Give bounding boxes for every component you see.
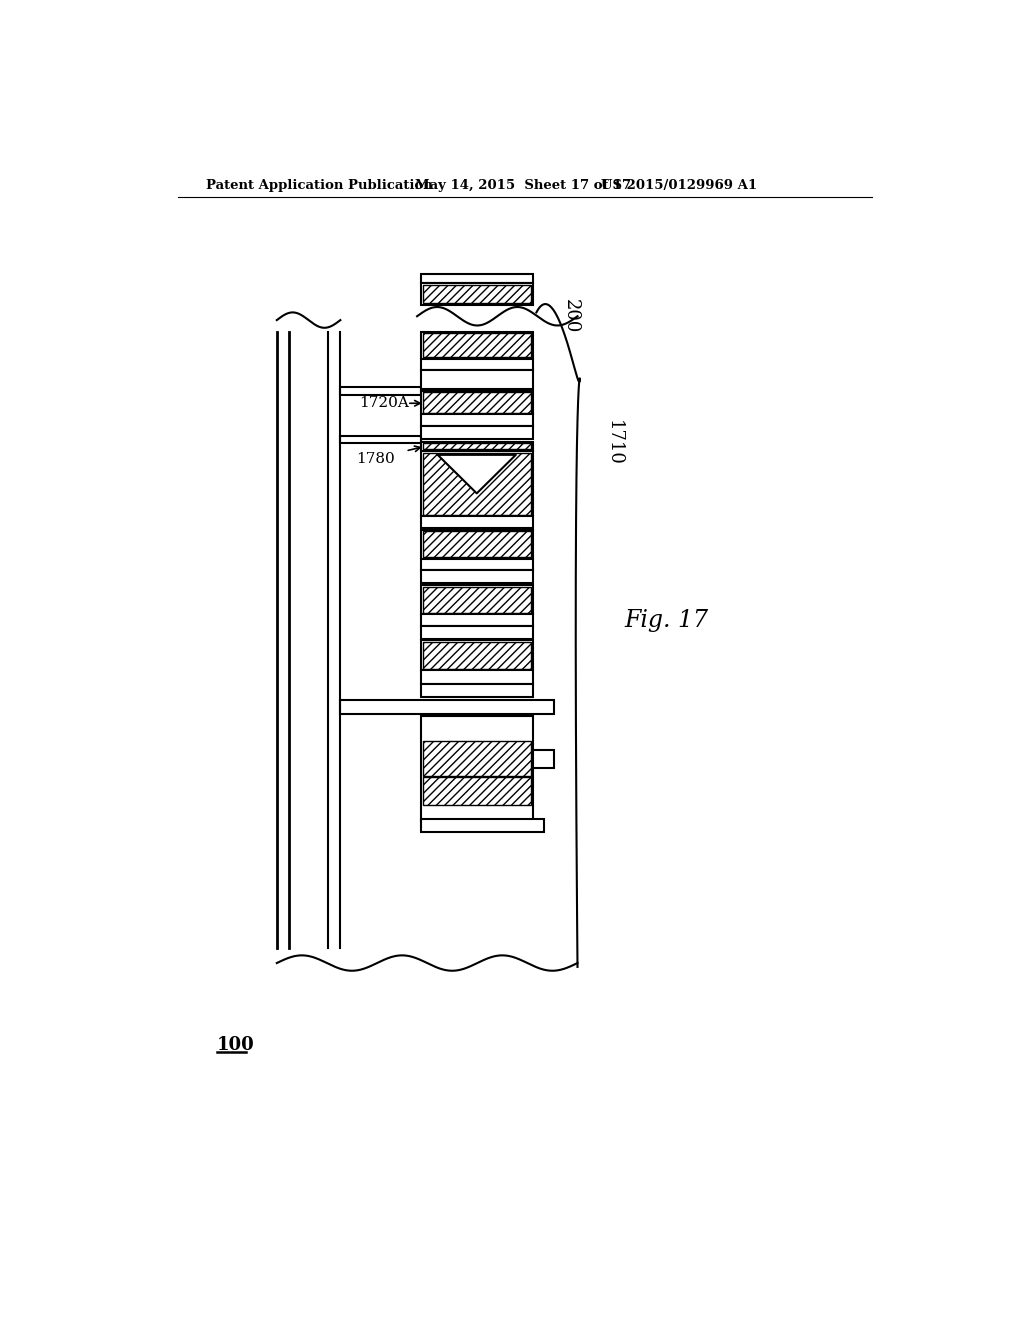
Text: 200: 200 bbox=[562, 300, 580, 334]
Text: 100: 100 bbox=[217, 1036, 255, 1055]
Bar bbox=[423, 285, 531, 304]
Bar bbox=[421, 585, 532, 614]
Bar bbox=[423, 392, 531, 412]
Polygon shape bbox=[437, 455, 516, 494]
Bar bbox=[421, 671, 532, 684]
Bar bbox=[421, 614, 532, 626]
Text: May 14, 2015  Sheet 17 of 17: May 14, 2015 Sheet 17 of 17 bbox=[415, 178, 631, 191]
Text: US 2015/0129969 A1: US 2015/0129969 A1 bbox=[601, 178, 757, 191]
Bar bbox=[421, 570, 532, 583]
Bar bbox=[421, 426, 532, 440]
Bar bbox=[421, 275, 532, 284]
Bar bbox=[421, 284, 532, 305]
Bar bbox=[421, 684, 532, 697]
Text: Patent Application Publication: Patent Application Publication bbox=[206, 178, 432, 191]
Bar bbox=[421, 640, 532, 671]
Bar bbox=[421, 558, 532, 570]
Bar bbox=[532, 750, 554, 768]
Bar bbox=[421, 442, 532, 451]
Bar bbox=[421, 331, 532, 359]
Bar bbox=[423, 444, 531, 449]
Bar bbox=[421, 359, 532, 370]
Bar bbox=[421, 818, 544, 832]
Text: 1720A: 1720A bbox=[359, 396, 409, 411]
Bar bbox=[423, 453, 531, 515]
Bar bbox=[421, 414, 532, 426]
Bar bbox=[421, 451, 532, 516]
Bar bbox=[421, 391, 532, 414]
Bar bbox=[340, 436, 421, 444]
Bar bbox=[423, 333, 531, 358]
Bar bbox=[421, 529, 532, 558]
Text: 1710: 1710 bbox=[604, 420, 623, 466]
Text: Fig. 17: Fig. 17 bbox=[624, 609, 708, 632]
Bar bbox=[421, 715, 532, 821]
Bar bbox=[421, 516, 532, 528]
Bar bbox=[423, 531, 531, 557]
Bar bbox=[421, 626, 532, 639]
Text: 1780: 1780 bbox=[356, 451, 395, 466]
Bar bbox=[421, 370, 532, 389]
Bar bbox=[423, 777, 531, 805]
Bar bbox=[423, 586, 531, 612]
Bar bbox=[423, 642, 531, 669]
Bar bbox=[423, 741, 531, 776]
Bar bbox=[340, 387, 421, 395]
Bar bbox=[340, 701, 554, 714]
